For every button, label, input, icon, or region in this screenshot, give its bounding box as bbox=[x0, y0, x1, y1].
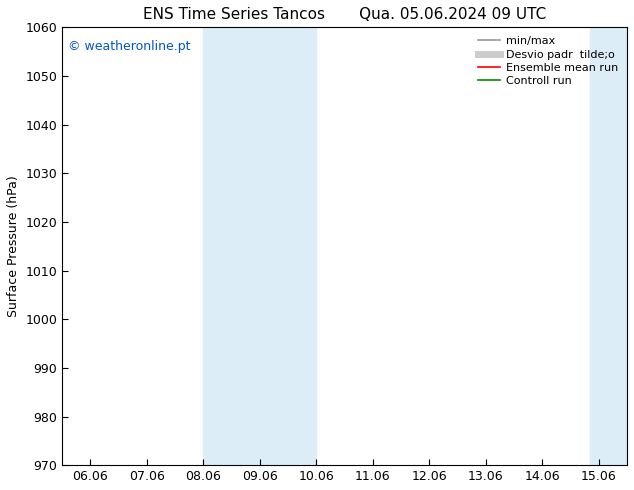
Bar bbox=[204, 27, 222, 465]
Title: ENS Time Series Tancos       Qua. 05.06.2024 09 UTC: ENS Time Series Tancos Qua. 05.06.2024 0… bbox=[143, 7, 547, 22]
Bar bbox=[242, 27, 316, 465]
Bar bbox=[609, 27, 627, 465]
Bar bbox=[590, 27, 609, 465]
Y-axis label: Surface Pressure (hPa): Surface Pressure (hPa) bbox=[7, 175, 20, 317]
Legend: min/max, Desvio padr  tilde;o, Ensemble mean run, Controll run: min/max, Desvio padr tilde;o, Ensemble m… bbox=[475, 33, 621, 90]
Text: © weatheronline.pt: © weatheronline.pt bbox=[68, 40, 190, 53]
Bar bbox=[222, 27, 242, 465]
